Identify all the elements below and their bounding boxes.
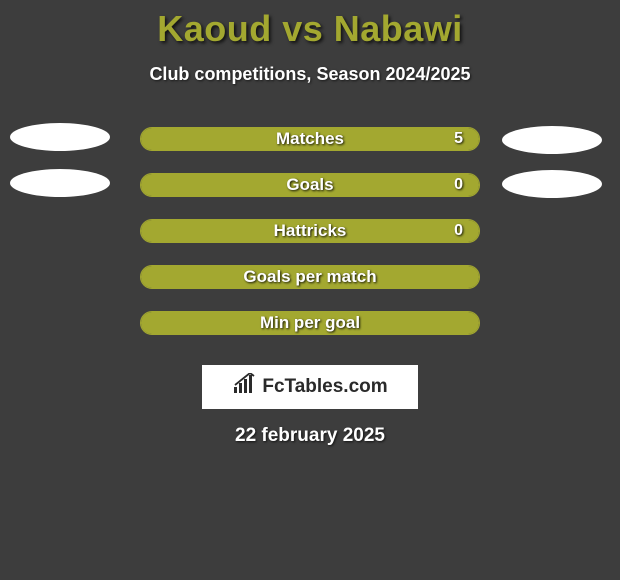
subtitle: Club competitions, Season 2024/2025 <box>0 64 620 85</box>
stat-value: 0 <box>454 222 463 240</box>
stat-row: Matches 5 <box>0 127 620 173</box>
stat-row: Hattricks 0 <box>0 219 620 265</box>
stat-label: Min per goal <box>260 313 360 333</box>
logo-box: FcTables.com <box>202 365 418 409</box>
stats-area: Matches 5 Goals 0 Hattricks 0 Goals per match M… <box>0 127 620 357</box>
stat-label: Goals <box>286 175 333 195</box>
stat-row: Goals per match <box>0 265 620 311</box>
page-title: Kaoud vs Nabawi <box>0 8 620 50</box>
logo-text: FcTables.com <box>262 376 387 398</box>
stat-row: Min per goal <box>0 311 620 357</box>
date-text: 22 february 2025 <box>0 425 620 447</box>
chart-icon <box>232 373 258 401</box>
stat-label: Matches <box>276 129 344 149</box>
stat-bar: Hattricks 0 <box>140 219 480 243</box>
player-right-ellipse <box>502 126 602 154</box>
player-left-ellipse <box>10 169 110 197</box>
stat-value: 0 <box>454 176 463 194</box>
bar-fill-left <box>141 174 310 196</box>
stat-label: Hattricks <box>274 221 347 241</box>
player-left-ellipse <box>10 123 110 151</box>
stat-bar: Min per goal <box>140 311 480 335</box>
logo: FcTables.com <box>232 373 387 401</box>
stat-value: 5 <box>454 130 463 148</box>
comparison-widget: Kaoud vs Nabawi Club competitions, Seaso… <box>0 0 620 447</box>
stat-label: Goals per match <box>243 267 376 287</box>
stat-bar: Goals per match <box>140 265 480 289</box>
stat-row: Goals 0 <box>0 173 620 219</box>
player-right-ellipse <box>502 170 602 198</box>
stat-bar: Matches 5 <box>140 127 480 151</box>
stat-bar: Goals 0 <box>140 173 480 197</box>
